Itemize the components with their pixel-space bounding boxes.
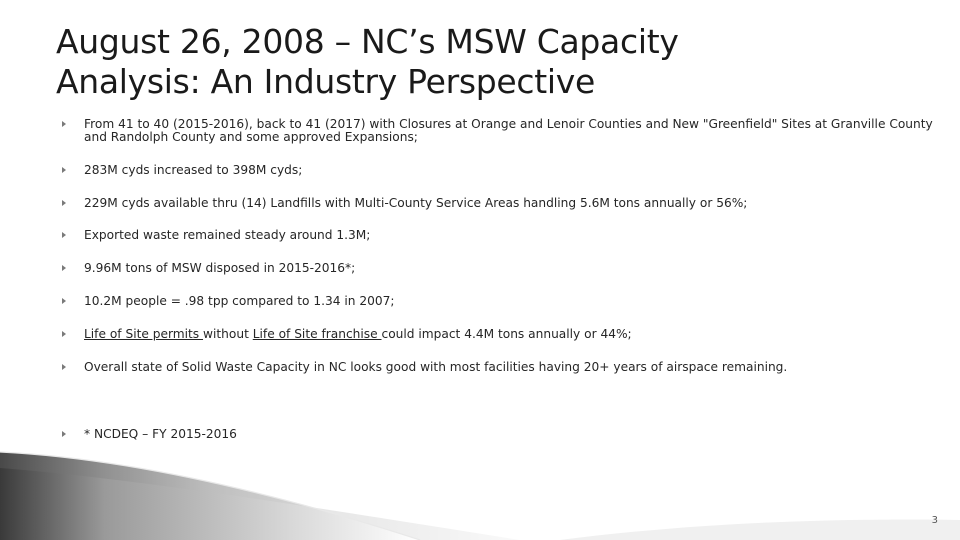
bullet-arrow-icon: [62, 167, 66, 173]
bullet-text: 229M cyds available thru (14) Landfills …: [84, 196, 748, 210]
page-number: 3: [931, 515, 938, 526]
source-note: * NCDEQ – FY 2015-2016: [84, 427, 237, 441]
bullet-arrow-icon: [62, 331, 66, 337]
bullet-arrow-icon: [62, 232, 66, 238]
bullet-text: Life of Site permits without Life of Sit…: [84, 328, 934, 341]
bullet-text-segment: could impact 4.4M tons annually or 44%;: [381, 327, 632, 341]
bullet-arrow-icon: [62, 298, 66, 304]
bullet-text: Overall state of Solid Waste Capacity in…: [84, 360, 788, 374]
bullet-text: Exported waste remained steady around 1.…: [84, 228, 371, 242]
bullet-text: 9.96M tons of MSW disposed in 2015-2016*…: [84, 261, 356, 275]
bullet-arrow-icon: [62, 431, 66, 437]
slide-title: August 26, 2008 – NC’s MSW Capacity Anal…: [56, 22, 916, 102]
bullet-arrow-icon: [62, 364, 66, 370]
bullet-text: 283M cyds increased to 398M cyds;: [84, 163, 303, 177]
bullet-text-segment: without: [203, 327, 253, 341]
bullet-arrow-icon: [62, 265, 66, 271]
life-of-site-franchise-text: Life of Site franchise: [252, 327, 382, 341]
life-of-site-permits-text: Life of Site permits: [84, 327, 204, 341]
slide-title-line-2: Analysis: An Industry Perspective: [56, 62, 595, 101]
bullet-text: From 41 to 40 (2015-2016), back to 41 (2…: [84, 117, 933, 144]
bullet-arrow-icon: [62, 200, 66, 206]
bullet-text: 10.2M people = .98 tpp compared to 1.34 …: [84, 294, 395, 308]
decorative-swoosh: [0, 451, 960, 540]
bullet-arrow-icon: [62, 121, 66, 127]
slide-title-line-1: August 26, 2008 – NC’s MSW Capacity: [56, 22, 679, 61]
